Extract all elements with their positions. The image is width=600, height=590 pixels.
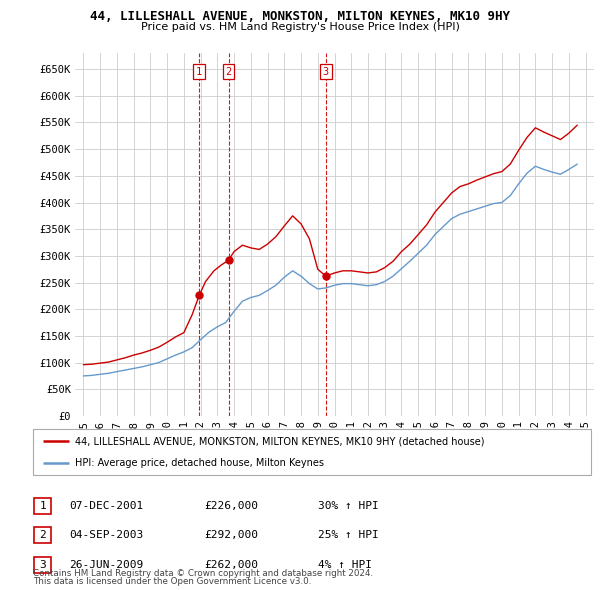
Text: 2: 2 <box>39 530 46 540</box>
Text: 04-SEP-2003: 04-SEP-2003 <box>69 530 143 540</box>
Text: 30% ↑ HPI: 30% ↑ HPI <box>318 501 379 510</box>
Text: 07-DEC-2001: 07-DEC-2001 <box>69 501 143 510</box>
Text: 3: 3 <box>39 560 46 569</box>
FancyBboxPatch shape <box>34 498 51 513</box>
Text: 2: 2 <box>226 67 232 77</box>
Text: 4% ↑ HPI: 4% ↑ HPI <box>318 560 372 569</box>
Text: This data is licensed under the Open Government Licence v3.0.: This data is licensed under the Open Gov… <box>33 578 311 586</box>
Text: 44, LILLESHALL AVENUE, MONKSTON, MILTON KEYNES, MK10 9HY (detached house): 44, LILLESHALL AVENUE, MONKSTON, MILTON … <box>75 437 484 447</box>
Text: 26-JUN-2009: 26-JUN-2009 <box>69 560 143 569</box>
Text: HPI: Average price, detached house, Milton Keynes: HPI: Average price, detached house, Milt… <box>75 457 324 467</box>
Text: £262,000: £262,000 <box>204 560 258 569</box>
Text: 44, LILLESHALL AVENUE, MONKSTON, MILTON KEYNES, MK10 9HY: 44, LILLESHALL AVENUE, MONKSTON, MILTON … <box>90 10 510 23</box>
Text: 1: 1 <box>39 501 46 510</box>
Text: Price paid vs. HM Land Registry's House Price Index (HPI): Price paid vs. HM Land Registry's House … <box>140 22 460 32</box>
FancyBboxPatch shape <box>33 429 591 475</box>
Text: 1: 1 <box>196 67 202 77</box>
FancyBboxPatch shape <box>34 527 51 543</box>
Text: 3: 3 <box>323 67 329 77</box>
Text: £226,000: £226,000 <box>204 501 258 510</box>
Text: £292,000: £292,000 <box>204 530 258 540</box>
FancyBboxPatch shape <box>34 557 51 572</box>
Text: 25% ↑ HPI: 25% ↑ HPI <box>318 530 379 540</box>
Text: Contains HM Land Registry data © Crown copyright and database right 2024.: Contains HM Land Registry data © Crown c… <box>33 569 373 578</box>
